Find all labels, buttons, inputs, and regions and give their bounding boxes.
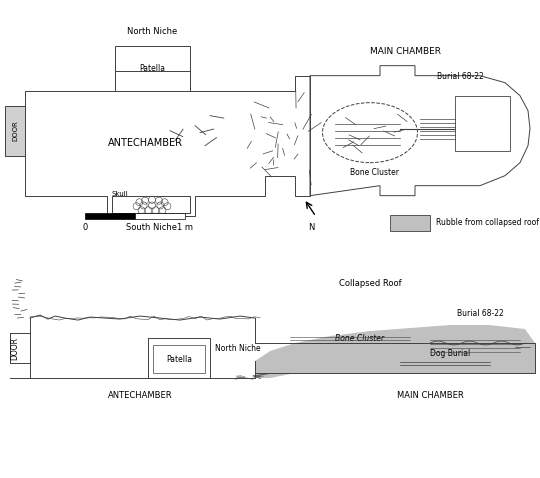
Text: MAIN CHAMBER: MAIN CHAMBER	[369, 47, 441, 55]
Bar	[85, 213, 135, 218]
Text: North Niche: North Niche	[215, 344, 261, 353]
Text: Bone Cluster: Bone Cluster	[350, 168, 399, 177]
Text: Collapsed Roof: Collapsed Roof	[339, 279, 401, 288]
Text: 0: 0	[83, 223, 87, 232]
Text: DOOR: DOOR	[10, 337, 19, 359]
Bar	[390, 215, 430, 231]
Text: ANTECHAMBER: ANTECHAMBER	[107, 391, 172, 400]
Text: Burial 68-22: Burial 68-22	[457, 309, 503, 318]
Text: Dog Burial: Dog Burial	[430, 348, 470, 358]
Text: Burial 68-22: Burial 68-22	[437, 72, 483, 81]
Text: 1 m: 1 m	[177, 223, 193, 232]
Text: Rubble from collapsed roof: Rubble from collapsed roof	[436, 218, 539, 227]
Text: Patella: Patella	[139, 64, 165, 73]
Text: North Niche: North Niche	[127, 27, 177, 36]
Text: N: N	[308, 223, 314, 232]
Text: Bone Cluster: Bone Cluster	[335, 334, 384, 343]
Text: Patella: Patella	[166, 355, 192, 364]
Bar	[135, 213, 185, 218]
Text: Skull: Skull	[112, 191, 129, 196]
Text: ANTECHAMBER: ANTECHAMBER	[107, 138, 183, 148]
Polygon shape	[255, 325, 535, 378]
Text: South Niche: South Niche	[126, 223, 178, 232]
Text: DOOR: DOOR	[12, 120, 18, 141]
Polygon shape	[5, 106, 25, 156]
Text: MAIN CHAMBER: MAIN CHAMBER	[396, 391, 463, 400]
